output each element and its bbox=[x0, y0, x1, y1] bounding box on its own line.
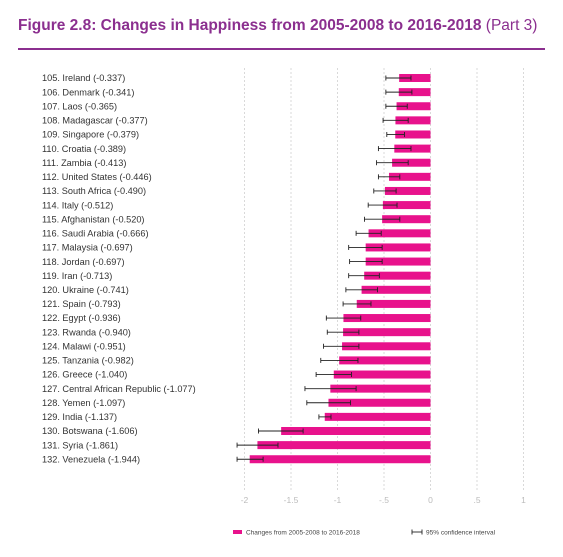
category-label: 123. Rwanda (-0.940) bbox=[42, 327, 131, 337]
bar bbox=[399, 74, 431, 82]
bar bbox=[342, 342, 431, 351]
bar bbox=[343, 328, 431, 337]
category-label: 121. Spain (-0.793) bbox=[42, 299, 121, 309]
x-tick-label: .5 bbox=[473, 495, 480, 505]
category-label: 125. Tanzania (-0.982) bbox=[42, 356, 134, 366]
bar bbox=[330, 384, 431, 393]
category-label: 108. Madagascar (-0.377) bbox=[42, 116, 148, 126]
legend-swatch-bar bbox=[233, 530, 242, 534]
bar bbox=[396, 102, 431, 111]
bar bbox=[395, 116, 431, 125]
category-label: 105. Ireland (-0.337) bbox=[42, 73, 125, 83]
page-title: Figure 2.8: Changes in Happiness from 20… bbox=[18, 17, 537, 35]
category-label: 107. Laos (-0.365) bbox=[42, 101, 117, 111]
x-tick-label: -2 bbox=[241, 495, 249, 505]
bar bbox=[281, 427, 431, 435]
bar bbox=[361, 285, 431, 294]
category-label: 128. Yemen (-1.097) bbox=[42, 398, 125, 408]
bar bbox=[395, 130, 431, 139]
category-label: 112. United States (-0.446) bbox=[42, 172, 152, 182]
category-label: 130. Botswana (-1.606) bbox=[42, 426, 138, 436]
category-label: 116. Saudi Arabia (-0.666) bbox=[42, 229, 149, 239]
x-tick-label: -.5 bbox=[379, 495, 389, 505]
category-label: 127. Central African Republic (-1.077) bbox=[42, 384, 196, 394]
title-part: (Part 3) bbox=[485, 17, 538, 34]
bar bbox=[389, 172, 431, 181]
category-label: 131. Syria (-1.861) bbox=[42, 440, 118, 450]
category-label: 110. Croatia (-0.389) bbox=[42, 144, 126, 154]
title-main: Figure 2.8: Changes in Happiness from 20… bbox=[18, 17, 482, 34]
bar bbox=[364, 271, 431, 280]
x-tick-label: -1 bbox=[334, 495, 342, 505]
bar bbox=[339, 356, 431, 365]
category-label: 126. Greece (-1.040) bbox=[42, 370, 127, 380]
category-label: 120. Ukraine (-0.741) bbox=[42, 285, 129, 295]
bar bbox=[365, 257, 431, 266]
category-label: 117. Malaysia (-0.697) bbox=[42, 243, 133, 253]
title-divider bbox=[18, 48, 545, 50]
legend-label-ci: 95% confidence interval bbox=[426, 530, 496, 537]
category-label: 106. Denmark (-0.341) bbox=[42, 87, 134, 97]
bar bbox=[356, 299, 431, 308]
category-label: 114. Italy (-0.512) bbox=[42, 200, 113, 210]
x-tick-label: 1 bbox=[521, 495, 526, 505]
bar bbox=[382, 215, 431, 224]
category-label: 132. Venezuela (-1.944) bbox=[42, 454, 140, 464]
bar bbox=[365, 243, 431, 252]
category-label: 109. Singapore (-0.379) bbox=[42, 130, 139, 140]
x-tick-label: 0 bbox=[428, 495, 433, 505]
bar bbox=[328, 398, 431, 407]
bar bbox=[394, 144, 431, 153]
bar bbox=[398, 88, 431, 97]
bar bbox=[249, 455, 431, 464]
bar bbox=[384, 186, 431, 195]
category-label: 113. South Africa (-0.490) bbox=[42, 186, 146, 196]
category-label: 119. Iran (-0.713) bbox=[42, 271, 112, 281]
category-label: 124. Malawi (-0.951) bbox=[42, 341, 126, 351]
bar bbox=[257, 441, 431, 450]
category-label: 118. Jordan (-0.697) bbox=[42, 257, 125, 267]
bar bbox=[392, 158, 431, 167]
category-label: 115. Afghanistan (-0.520) bbox=[42, 214, 145, 224]
category-label: 111. Zambia (-0.413) bbox=[42, 158, 126, 168]
legend-label-changes: Changes from 2005-2008 to 2016-2018 bbox=[246, 530, 360, 537]
x-tick-label: -1.5 bbox=[284, 495, 299, 505]
bar bbox=[343, 314, 431, 323]
bar bbox=[333, 370, 431, 379]
bar bbox=[368, 229, 431, 238]
bar bbox=[324, 412, 431, 421]
category-label: 122. Egypt (-0.936) bbox=[42, 313, 121, 323]
category-label: 129. India (-1.137) bbox=[42, 412, 117, 422]
bar bbox=[382, 201, 431, 210]
